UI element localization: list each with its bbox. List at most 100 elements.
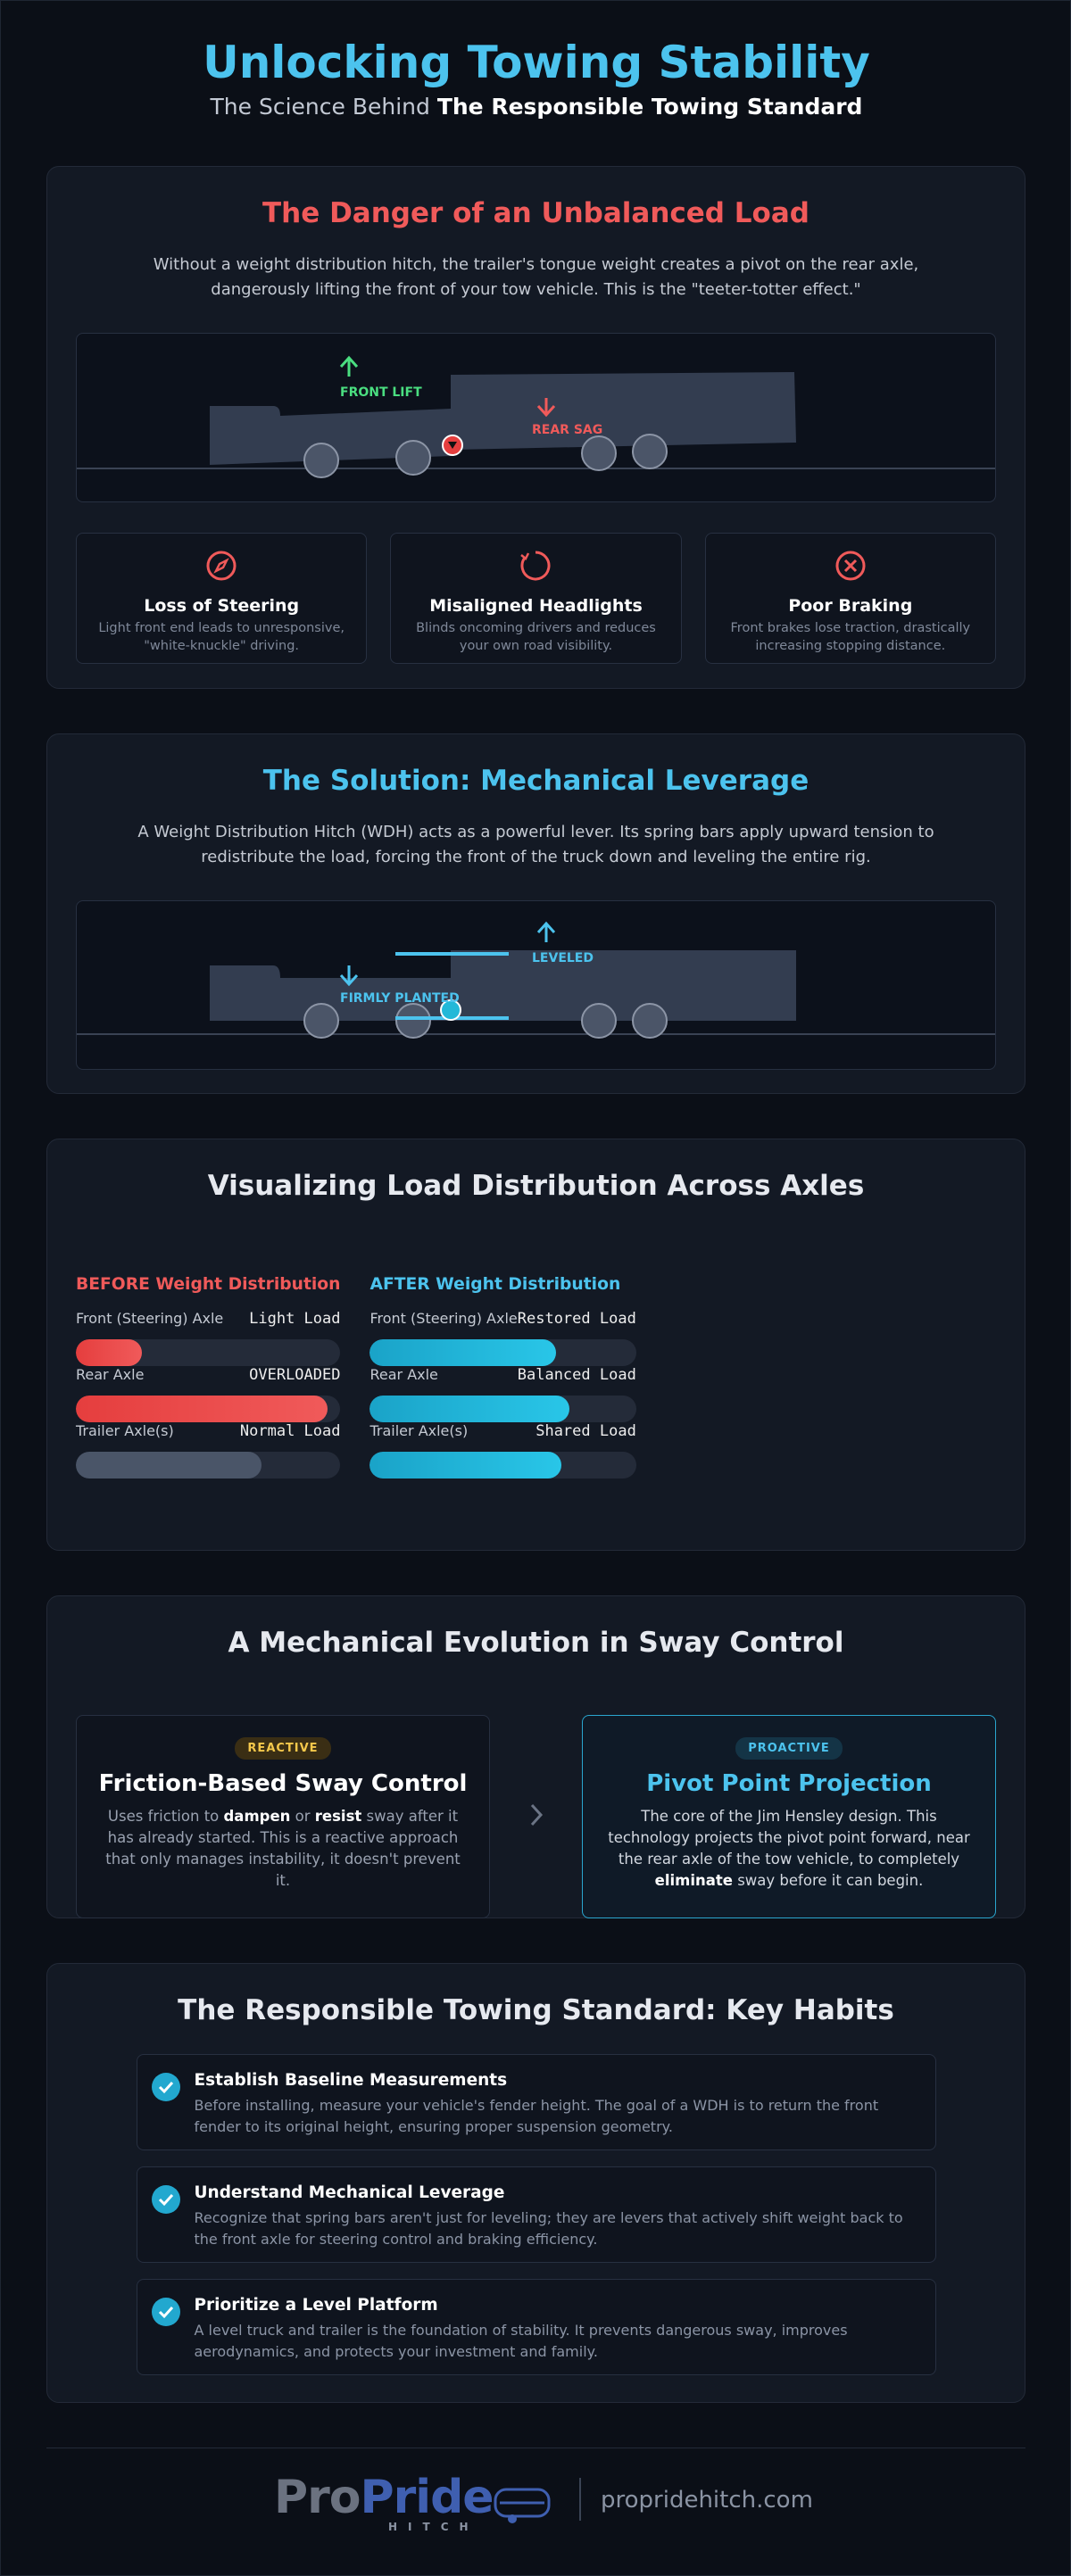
effect-text: Blinds oncoming drivers and reduces your… [416,621,656,653]
bar-track [76,1396,341,1423]
section-title: A Mechanical Evolution in Sway Control [228,1627,844,1659]
axle-status: Normal Load [239,1422,341,1441]
subtitle-prefix: The Science Behind [210,94,430,120]
footer: ProPride HITCH propridehitch.com [274,2471,813,2533]
bar-fill [369,1452,562,1479]
effect-cards: Loss of Steering Light front end leads to… [76,533,996,664]
bar-fill [76,1339,143,1367]
arrow-icon [490,1802,582,1832]
section-title: The Responsible Towing Standard: Key Hab… [178,1994,894,2026]
habit-text: A level truck and trailer is the foundat… [194,2322,848,2360]
habit-list: Establish Baseline Measurements Before in… [76,2054,996,2375]
bar-fill [76,1452,262,1479]
text-part: eliminate [654,1872,733,1889]
axle-row: Front (Steering) Axle Restored Load [369,1310,636,1367]
section-text: Without a weight distribution hitch, the… [153,255,919,299]
axle-label: Rear Axle [369,1366,438,1384]
front-lift-label: FRONT LIFT [340,385,422,400]
axle-row: Rear Axle OVERLOADED [76,1366,341,1423]
axle-head: Rear Axle Balanced Load [369,1366,635,1386]
axle-row: Trailer Axle(s) Normal Load [76,1422,341,1479]
axle-head: Trailer Axle(s) Shared Load [369,1422,635,1442]
axle-label: Front (Steering) Axle [76,1310,224,1328]
subtitle-bold: The Responsible Towing Standard [436,94,863,120]
check-icon [151,2185,180,2214]
rear-sag-label: REAR SAG [532,423,602,437]
after-panel: AFTER Weight Distribution Front (Steering… [369,1258,636,1479]
habit-body: Prioritize a Level Platform A level truck… [194,2296,921,2360]
axle-head: Trailer Axle(s) Normal Load [76,1422,340,1442]
effect-card: Loss of Steering Light front end leads to… [76,533,368,664]
axle-head: Rear Axle OVERLOADED [76,1366,340,1386]
text-part: Uses friction to [107,1808,224,1825]
effect-icon [520,551,551,581]
logo-pro: Pro [274,2471,361,2524]
logo-hitch: HITCH [388,2521,479,2533]
bar-fill [369,1396,570,1423]
before-panel: BEFORE Weight Distribution Front (Steerin… [76,1258,341,1479]
habit-text: Before installing, measure your vehicle'… [194,2097,879,2135]
effect-text: Light front end leads to unresponsive, "… [98,621,345,653]
text-part: sway before it can begin. [732,1872,924,1889]
bar-track [369,1396,636,1423]
habit-body: Establish Baseline Measurements Before in… [195,2071,921,2135]
bar-track [76,1339,341,1367]
badge: REACTIVE [235,1737,331,1760]
danger-section: The Danger of an Unbalanced Load Without… [46,166,1025,689]
teeter-diagram: FRONT LIFT REAR SAG [76,333,996,502]
bar-track [369,1339,636,1367]
bar-fill [369,1339,557,1367]
panel-title: Pivot Point Projection [646,1770,932,1797]
habit: Understand Mechanical Leverage Recognize … [136,2166,936,2263]
effect-title: Loss of Steering [144,596,300,616]
habit-title: Prioritize a Level Platform [194,2296,438,2315]
habit: Prioritize a Level Platform A level truck… [136,2279,936,2375]
panel-text: Uses friction to dampen or resist sway a… [100,1806,466,1892]
proactive-panel: PROACTIVE Pivot Point Projection The core … [582,1715,996,1918]
section-title: Visualizing Load Distribution Across Axl… [207,1170,865,1202]
panel-title: BEFORE Weight Distribution [76,1274,341,1294]
axle-status: Light Load [249,1310,341,1329]
axle-label: Trailer Axle(s) [76,1422,174,1440]
bar-fill [76,1396,328,1423]
section-text: A Weight Distribution Hitch (WDH) acts a… [137,823,934,866]
axle-head: Front (Steering) Axle Restored Load [369,1310,635,1329]
effect-icon [835,551,866,581]
leveled-diagram: LEVELED FIRMLY PLANTED [76,900,996,1070]
footer-separator [579,2478,581,2521]
axle-label: Trailer Axle(s) [369,1422,469,1440]
evolution-panels: REACTIVE Friction-Based Sway Control Uses … [76,1715,996,1918]
text-part: The core of the Jim Hensley design. This… [608,1808,970,1868]
effect-title: Poor Braking [788,596,913,616]
section-title: The Solution: Mechanical Leverage [262,765,809,797]
logo-pride: Pride [360,2471,494,2524]
bar-track [369,1452,636,1479]
badge: PROACTIVE [735,1737,843,1760]
axle-label: Rear Axle [76,1366,145,1384]
reactive-panel: REACTIVE Friction-Based Sway Control Uses … [76,1715,490,1918]
text-part: or [290,1808,315,1825]
panel-text: The core of the Jim Hensley design. This… [606,1806,972,1892]
logo: ProPride [274,2471,494,2524]
subtitle: The Science Behind The Responsible Towin… [1,94,1071,120]
axle-status: Balanced Load [517,1366,636,1385]
text-part: sway after it has already started. This … [105,1808,461,1889]
text-part: dampen [223,1808,291,1825]
logo-trailer [494,2488,551,2523]
axle-row: Front (Steering) Axle Light Load [76,1310,341,1367]
habit-title: Understand Mechanical Leverage [194,2183,505,2202]
check-icon [151,2073,180,2101]
load-section: Visualizing Load Distribution Across Axl… [46,1139,1025,1551]
effect-text: Front brakes lose traction, drastically … [730,621,971,653]
axle-status: Restored Load [517,1310,636,1329]
check-icon [151,2298,180,2326]
habit-text: Recognize that spring bars aren't just f… [194,2209,903,2248]
effect-icon [206,551,237,581]
bar-track [76,1452,341,1479]
evolution-section: A Mechanical Evolution in Sway Control R… [46,1595,1025,1918]
axle-row: Trailer Axle(s) Shared Load [369,1422,636,1479]
effect-card: Poor Braking Front brakes lose traction, … [704,533,996,664]
panel-title: AFTER Weight Distribution [369,1274,621,1294]
